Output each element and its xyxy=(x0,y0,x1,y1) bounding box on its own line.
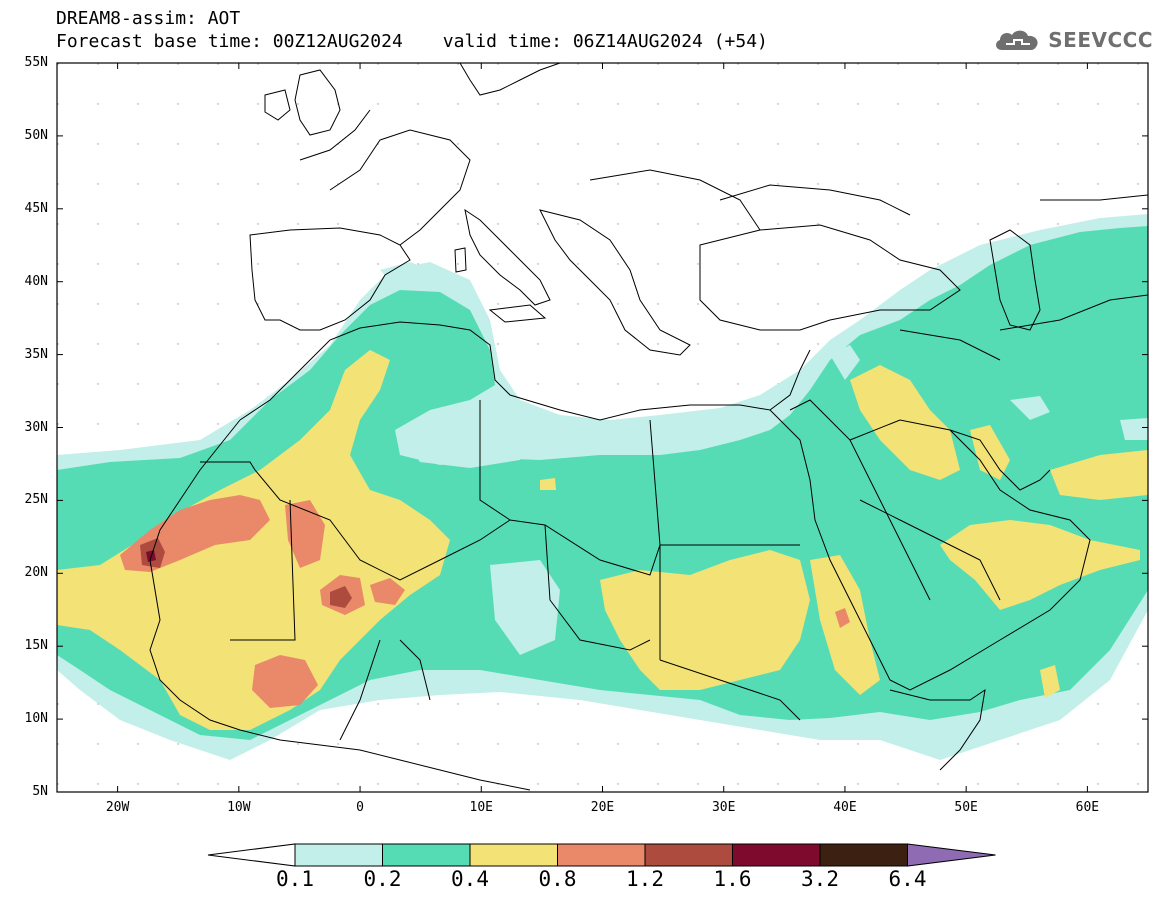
seevccc-logo: SEEVCCC xyxy=(992,26,1153,54)
lon-label: 50E xyxy=(954,800,978,815)
valid-time-label: valid time: 06Z14AUG2024 (+54) xyxy=(442,31,768,52)
colorbar-swatch xyxy=(382,843,471,867)
lon-label: 0 xyxy=(356,800,364,815)
lat-label: 20N xyxy=(24,565,48,581)
colorbar-swatch xyxy=(294,843,383,867)
lon-label: 10E xyxy=(469,800,493,815)
colorbar-label: 0.1 xyxy=(276,867,314,891)
lon-label: 30E xyxy=(711,800,736,815)
logo-text: SEEVCCC xyxy=(1048,28,1153,52)
lat-label: 10N xyxy=(24,711,48,727)
country-borders xyxy=(149,63,1148,791)
base-time-label: Forecast base time: 00Z12AUG2024 xyxy=(56,31,403,52)
lat-label: 35N xyxy=(24,346,48,362)
lon-label: 20E xyxy=(590,800,615,815)
lat-label: 55N xyxy=(24,55,48,70)
chart-subtitle: Forecast base time: 00Z12AUG2024 valid ti… xyxy=(56,32,768,52)
lon-label: 10W xyxy=(227,800,251,815)
colorbar xyxy=(207,843,996,867)
axis-ticks xyxy=(57,62,1148,793)
colorbar-swatch xyxy=(644,843,733,867)
colorbar-label: 0.2 xyxy=(363,867,402,891)
lat-label: 15N xyxy=(24,638,48,654)
lat-label: 30N xyxy=(24,419,48,435)
colorbar-label: 0.8 xyxy=(538,867,577,891)
colorbar-label: 6.4 xyxy=(888,867,927,891)
colorbar-label: 1.2 xyxy=(626,867,664,891)
colorbar-swatch xyxy=(469,843,558,867)
lat-label: 45N xyxy=(24,200,48,216)
lon-label: 40E xyxy=(833,800,857,815)
lat-label: 25N xyxy=(24,492,48,508)
lon-label: 20W xyxy=(105,800,130,815)
colorbar-label: 3.2 xyxy=(801,867,839,891)
lon-label: 60E xyxy=(1075,800,1100,815)
lat-label: 5N xyxy=(32,784,48,799)
colorbar-swatch xyxy=(557,843,646,867)
aot-band-0-1-inner xyxy=(400,345,1148,655)
cloud-icon xyxy=(996,30,1038,50)
chart-title: DREAM8-assim: AOT xyxy=(56,8,241,29)
lat-label: 40N xyxy=(24,273,48,289)
colorbar-lower-arrow xyxy=(207,843,296,867)
colorbar-swatch xyxy=(819,843,908,867)
lat-label: 50N xyxy=(24,127,48,143)
colorbar-label: 0.4 xyxy=(451,867,489,891)
colorbar-upper-arrow xyxy=(907,843,996,867)
colorbar-label: 1.6 xyxy=(713,867,752,891)
colorbar-swatch xyxy=(732,843,821,867)
